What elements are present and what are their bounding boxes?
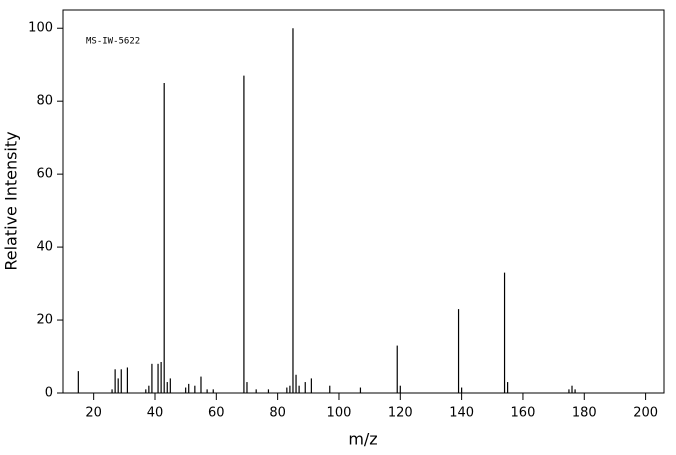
x-tick-label: 160 [511, 406, 536, 421]
x-tick-label: 100 [327, 406, 352, 421]
y-tick-label: 80 [36, 94, 53, 109]
y-tick-label: 100 [28, 21, 53, 36]
annotation: MS-IW-5622 [86, 37, 140, 47]
x-tick-label: 180 [572, 406, 597, 421]
y-tick-label: 0 [45, 386, 53, 401]
y-axis-title: Relative Intensity [2, 131, 21, 270]
x-tick-label: 200 [633, 406, 658, 421]
y-tick-label: 60 [36, 167, 53, 182]
x-tick-label: 140 [449, 406, 474, 421]
x-tick-label: 120 [388, 406, 413, 421]
plot-frame [62, 9, 665, 394]
x-axis-title: m/z [348, 430, 377, 449]
x-tick-label: 60 [208, 406, 225, 421]
y-tick-label: 20 [36, 313, 53, 328]
x-tick-label: 40 [147, 406, 164, 421]
x-tick-label: 20 [85, 406, 102, 421]
x-tick-label: 80 [269, 406, 286, 421]
y-tick-label: 40 [36, 240, 53, 255]
